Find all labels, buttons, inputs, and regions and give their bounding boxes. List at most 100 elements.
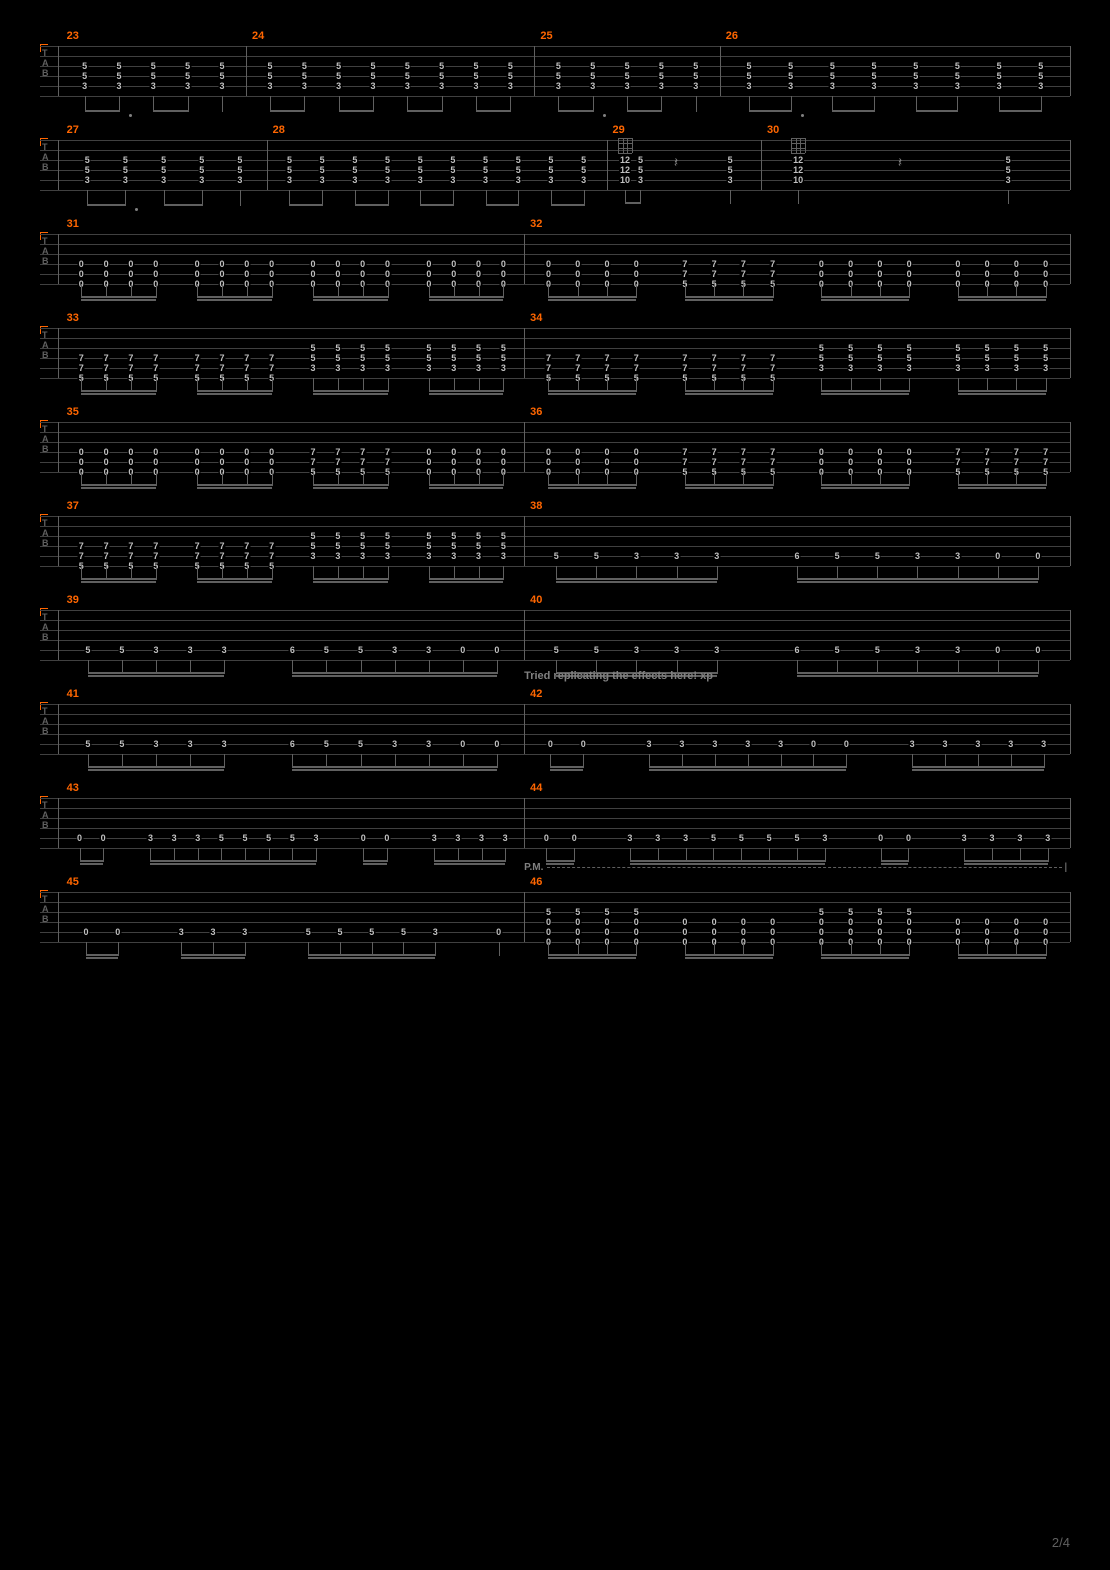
tab-note: 0 (681, 928, 688, 937)
tab-note: 3 (198, 176, 205, 185)
tab-note: 5 (545, 908, 552, 917)
tab-note: 5 (357, 740, 364, 749)
tab-note: 3 (449, 176, 456, 185)
tab-note: 0 (847, 928, 854, 937)
tab-note: 0 (906, 448, 913, 457)
tab-note: 0 (103, 260, 110, 269)
tab-note: 3 (147, 834, 154, 843)
measure-number: 41 (67, 688, 79, 700)
tab-note: 3 (713, 646, 720, 655)
tab-note: 3 (777, 740, 784, 749)
tab-note: 5 (580, 156, 587, 165)
tab-note: 0 (711, 918, 718, 927)
tab-note: 0 (633, 458, 640, 467)
tab-note: 5 (847, 354, 854, 363)
tab-note: 5 (357, 646, 364, 655)
tab-note: 0 (603, 448, 610, 457)
tab-note: 0 (994, 646, 1001, 655)
tab-note: 0 (1042, 928, 1049, 937)
tab-note: 5 (160, 166, 167, 175)
tab-note: 7 (359, 448, 366, 457)
measure-number: 44 (530, 782, 542, 794)
tab-note: 3 (646, 740, 653, 749)
tab-note: 0 (633, 448, 640, 457)
tab-note: 0 (545, 448, 552, 457)
tab-note: 0 (906, 918, 913, 927)
tab-note: 3 (482, 176, 489, 185)
tab-note: 3 (425, 552, 432, 561)
tab-note: 3 (682, 834, 689, 843)
tab-note: 3 (547, 176, 554, 185)
tab-note: 5 (818, 908, 825, 917)
tab-note: 5 (624, 62, 631, 71)
tab-note: 5 (876, 354, 883, 363)
tab-note: 7 (711, 448, 718, 457)
tab-note: 0 (1034, 646, 1041, 655)
tab-staff: TAB0000000000000000000000007757757757750… (40, 422, 1070, 472)
tab-note: 0 (268, 260, 275, 269)
tab-note: 0 (810, 740, 817, 749)
tab-note: 5 (500, 344, 507, 353)
tab-staff: TAB7757757757757757757757755535535535535… (40, 516, 1070, 566)
tab-note: 5 (633, 908, 640, 917)
tab-note: 0 (78, 270, 85, 279)
tab-note: 0 (954, 270, 961, 279)
tab-note: 5 (425, 354, 432, 363)
tab-note: 7 (1042, 448, 1049, 457)
tab-note: 12 (619, 156, 631, 165)
tab-note: 0 (194, 270, 201, 279)
measure-number: 35 (67, 406, 79, 418)
tab-note: 0 (877, 834, 884, 843)
tab-note: 3 (1044, 834, 1051, 843)
tab-note: 5 (555, 62, 562, 71)
tab-note: 3 (1007, 740, 1014, 749)
tab-note: 0 (152, 448, 159, 457)
tab-note: 0 (1042, 918, 1049, 927)
tab-note: 0 (711, 928, 718, 937)
tab-note: 7 (769, 270, 776, 279)
tab-note: 3 (286, 176, 293, 185)
tab-note: 3 (654, 834, 661, 843)
tab-note: 0 (906, 458, 913, 467)
tab-note: 7 (218, 364, 225, 373)
tab-staff: TAB7757757757757757757757755535535535535… (40, 328, 1070, 378)
tab-note: 5 (876, 344, 883, 353)
tab-note: 3 (637, 176, 644, 185)
tab-note: 5 (834, 646, 841, 655)
tab-note: 7 (103, 354, 110, 363)
tab-note: 0 (1034, 552, 1041, 561)
tab-note: 3 (209, 928, 216, 937)
tab-note: 5 (692, 62, 699, 71)
tab-note: 0 (847, 918, 854, 927)
tab-note: 5 (310, 354, 317, 363)
tab-note: 5 (184, 72, 191, 81)
tab-note: 3 (384, 552, 391, 561)
tab-note: 0 (218, 448, 225, 457)
tab-note: 7 (1042, 458, 1049, 467)
tab-note: 0 (545, 918, 552, 927)
tab-note: 3 (473, 82, 480, 91)
tab-note: 0 (100, 834, 107, 843)
tab-note: 3 (954, 364, 961, 373)
tab-note: 3 (515, 176, 522, 185)
tab-note: 0 (954, 918, 961, 927)
tab-note: 0 (818, 270, 825, 279)
tab-note: 3 (391, 740, 398, 749)
tab-note: 5 (580, 166, 587, 175)
tab-note: 7 (681, 354, 688, 363)
measure-number: 40 (530, 594, 542, 606)
tab-note: 5 (198, 156, 205, 165)
tab-note: 0 (574, 928, 581, 937)
tab-note: 0 (818, 260, 825, 269)
tab-note: 5 (507, 72, 514, 81)
tab-note: 5 (319, 166, 326, 175)
tab-note: 7 (711, 270, 718, 279)
tab-line: 23242526TAB55355355355355355355355355355… (40, 30, 1070, 96)
tab-note: 3 (871, 82, 878, 91)
tab-note: 5 (425, 542, 432, 551)
tab-note: 3 (500, 552, 507, 561)
tab-note: 5 (417, 156, 424, 165)
tab-note: 5 (912, 62, 919, 71)
tab-note: 3 (450, 552, 457, 561)
tab-note: 0 (984, 270, 991, 279)
